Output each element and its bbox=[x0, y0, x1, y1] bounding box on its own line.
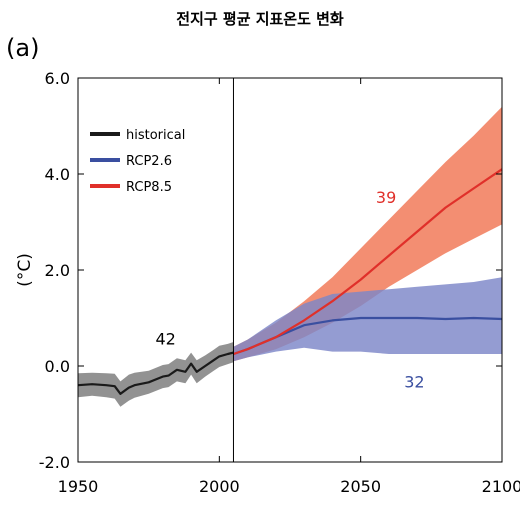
y-tick-label: 2.0 bbox=[45, 261, 70, 280]
legend-label-rcp8-5: RCP8.5 bbox=[126, 180, 172, 195]
y-tick-label: -2.0 bbox=[39, 453, 70, 472]
legend: historical RCP2.6 RCP8.5 bbox=[90, 128, 185, 195]
axes: 1950 2000 2050 2100 -2.0 0.0 2.0 4.0 6.0 (°C) bbox=[15, 69, 520, 496]
x-tick-label: 2000 bbox=[199, 477, 240, 496]
x-tick-label: 2100 bbox=[482, 477, 520, 496]
y-tick-label: 0.0 bbox=[45, 357, 70, 376]
y-tick-label: 4.0 bbox=[45, 165, 70, 184]
model-count-historical: 42 bbox=[155, 329, 175, 348]
model-count-rcp8-5: 39 bbox=[376, 188, 396, 207]
legend-label-rcp2-6: RCP2.6 bbox=[126, 154, 172, 169]
line-rcp8-5 bbox=[233, 168, 503, 356]
chart-title: 전지구 평균 지표온도 변화 bbox=[176, 10, 344, 28]
x-tick-label: 2050 bbox=[340, 477, 381, 496]
uncertainty-bands bbox=[78, 106, 502, 407]
band-rcp2-6 bbox=[233, 277, 502, 362]
model-count-labels: 42 32 39 bbox=[155, 188, 424, 392]
line-historical bbox=[77, 351, 234, 395]
y-axis-label: (°C) bbox=[15, 253, 35, 287]
legend-label-historical: historical bbox=[126, 128, 185, 143]
band-historical bbox=[78, 342, 234, 407]
model-count-rcp2-6: 32 bbox=[404, 373, 424, 392]
panel-label: (a) bbox=[6, 34, 40, 62]
y-tick-label: 6.0 bbox=[45, 69, 70, 88]
series-lines bbox=[77, 168, 503, 395]
x-tick-label: 1950 bbox=[58, 477, 99, 496]
